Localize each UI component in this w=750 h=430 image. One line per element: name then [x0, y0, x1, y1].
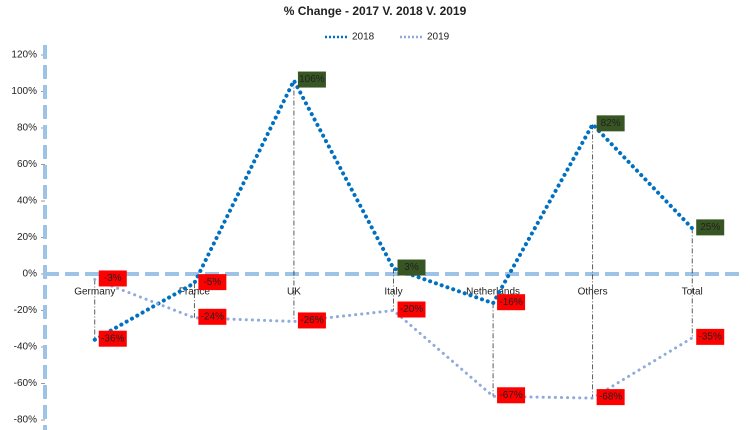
value-label-box — [297, 312, 326, 329]
y-tick-label: 20% — [17, 232, 37, 243]
value-label: -20% — [400, 304, 423, 315]
x-tick-label: Others — [578, 287, 608, 298]
value-label-box — [297, 71, 326, 88]
x-tick-label: Total — [682, 287, 703, 298]
x-tick-label: Germany — [74, 287, 115, 298]
value-label: 106% — [299, 74, 325, 85]
value-label: -24% — [201, 311, 224, 322]
value-label-box — [696, 328, 725, 345]
value-label: -26% — [300, 315, 323, 326]
value-label: 3% — [404, 262, 419, 273]
value-label: 82% — [601, 118, 621, 129]
value-label-box — [98, 330, 127, 347]
y-tick-label: 120% — [11, 50, 37, 61]
chart-title: % Change - 2017 V. 2018 V. 2019 — [284, 4, 467, 18]
x-tick-label: Italy — [384, 287, 402, 298]
value-label-box — [397, 259, 426, 276]
series-line — [92, 76, 695, 342]
value-label-box — [497, 294, 526, 311]
series-line — [93, 277, 694, 400]
y-tick-label: -60% — [14, 378, 37, 389]
y-tick-label: 80% — [17, 123, 37, 134]
value-label-box — [596, 115, 625, 132]
y-tick-label: -80% — [14, 415, 37, 426]
value-label: -68% — [599, 392, 622, 403]
value-label-box — [596, 389, 625, 406]
legend-label: 2019 — [427, 32, 450, 43]
value-label-box — [98, 270, 127, 287]
value-label: -35% — [699, 332, 722, 343]
value-label-box — [397, 301, 426, 318]
value-label-box — [198, 308, 227, 325]
y-tick-label: 40% — [17, 196, 37, 207]
y-tick-label: 60% — [17, 159, 37, 170]
x-tick-label: France — [179, 287, 211, 298]
y-tick-label: 0% — [23, 269, 38, 280]
value-label-box — [198, 274, 227, 291]
legend-label: 2018 — [352, 32, 375, 43]
value-label: 25% — [700, 222, 720, 233]
value-label: -16% — [499, 297, 522, 308]
value-label: -3% — [104, 273, 122, 284]
x-tick-label: UK — [287, 287, 301, 298]
value-label: -5% — [203, 277, 221, 288]
y-tick-label: -40% — [14, 342, 37, 353]
value-label-box — [497, 387, 526, 404]
y-tick-label: -20% — [14, 305, 37, 316]
x-tick-label: Netherlands — [466, 287, 520, 298]
y-tick-label: 100% — [11, 86, 37, 97]
value-label-box — [696, 219, 725, 236]
value-label: -36% — [101, 333, 124, 344]
value-label: -67% — [499, 390, 522, 401]
